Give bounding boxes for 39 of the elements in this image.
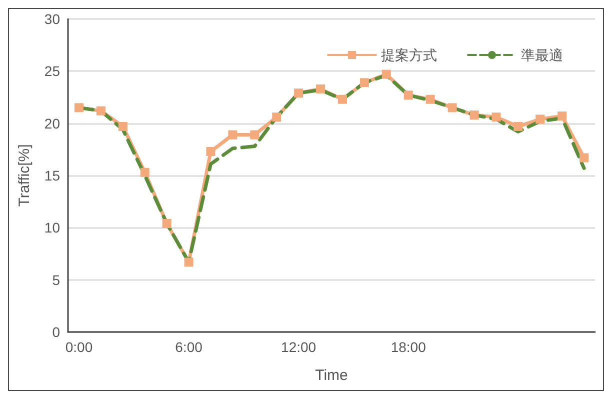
x-tick-label: 6:00 xyxy=(175,339,203,355)
legend-label: 提案方式 xyxy=(381,47,437,63)
point xyxy=(536,114,545,124)
y-axis-title: Traffic[%] xyxy=(16,144,33,207)
y-tick-label: 0 xyxy=(52,324,60,340)
point xyxy=(580,153,589,162)
point xyxy=(162,218,172,228)
point xyxy=(470,110,479,120)
point xyxy=(558,112,567,121)
point xyxy=(448,103,457,112)
x-axis-title: Time xyxy=(315,367,348,384)
y-tick-label: 5 xyxy=(52,272,60,288)
point xyxy=(404,90,413,100)
point xyxy=(250,130,260,140)
point xyxy=(74,103,84,112)
point xyxy=(184,258,194,267)
y-tick-label: 30 xyxy=(44,11,60,27)
point xyxy=(492,112,501,122)
legend-label: 準最適 xyxy=(521,47,563,63)
point xyxy=(272,112,282,122)
point xyxy=(382,70,391,79)
point xyxy=(360,78,369,88)
point xyxy=(228,130,238,140)
point xyxy=(514,122,523,131)
y-tick-label: 25 xyxy=(44,63,60,80)
point xyxy=(338,94,347,104)
y-tick-label: 10 xyxy=(44,220,60,236)
x-tick-label: 18:00 xyxy=(390,339,426,355)
point xyxy=(206,147,216,156)
point xyxy=(316,84,326,94)
point xyxy=(118,122,128,131)
point xyxy=(294,88,304,98)
x-tick-label: 0:00 xyxy=(65,339,93,355)
x-tick-label: 12:00 xyxy=(281,339,316,355)
y-tick-label: 15 xyxy=(44,168,60,184)
point xyxy=(140,168,150,177)
point xyxy=(96,106,106,116)
y-tick-label: 20 xyxy=(44,115,60,132)
point xyxy=(426,94,435,104)
